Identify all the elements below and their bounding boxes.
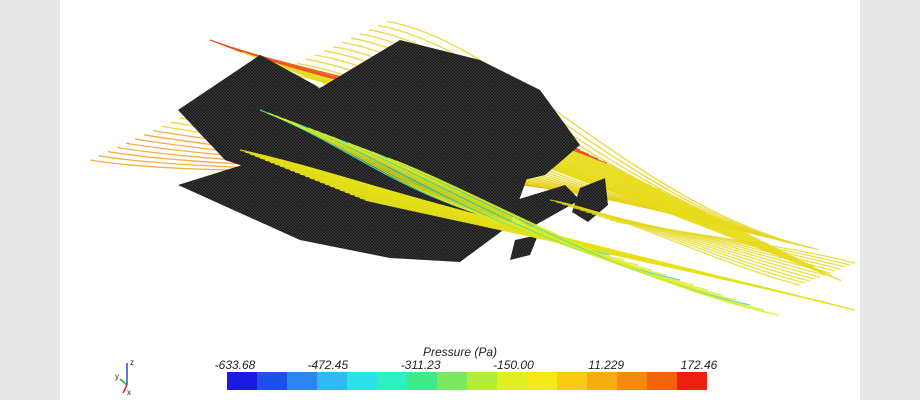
colorbar-swatch <box>677 372 707 390</box>
colorbar-swatch <box>467 372 497 390</box>
colorbar-swatch <box>227 372 257 390</box>
colorbar-tick-label: -633.68 <box>214 358 256 372</box>
colorbar-swatch <box>617 372 647 390</box>
streamline <box>615 221 856 264</box>
streamlines-front <box>239 109 856 316</box>
axis-z-label: z <box>130 358 134 367</box>
streamline <box>609 219 851 266</box>
render-viewport[interactable]: Pressure (Pa) -633.68 -472.45 -311.23 -150.… <box>60 0 860 400</box>
streamline <box>377 24 813 249</box>
streamline <box>597 215 841 270</box>
colorbar-tick-label: 172.46 <box>680 358 718 372</box>
axis-y-label: y <box>115 372 119 381</box>
colorbar-swatch <box>317 372 347 390</box>
colorbar-swatch <box>497 372 527 390</box>
colorbar-swatch <box>647 372 677 390</box>
streamline <box>386 20 819 251</box>
colorbar-swatch <box>287 372 317 390</box>
streamline <box>364 199 856 311</box>
axis-x-label: x <box>127 388 131 395</box>
colorbar-swatch <box>257 372 287 390</box>
colorbar-tick-label: 11.229 <box>588 358 625 372</box>
streamline-scene <box>89 20 856 316</box>
colorbar-tick-label: -150.00 <box>493 358 534 372</box>
colorbar-swatch <box>377 372 407 390</box>
streamline <box>585 211 831 274</box>
colorbar-swatch <box>557 372 587 390</box>
orientation-axes: z y x <box>115 358 134 395</box>
colorbar-title: Pressure (Pa) <box>422 345 498 359</box>
streamline <box>395 160 779 316</box>
colorbar-swatch <box>527 372 557 390</box>
colorbar-tick-label: -472.45 <box>307 358 349 372</box>
colorbar <box>227 372 707 390</box>
streamline <box>591 213 836 272</box>
colorbar-swatch <box>587 372 617 390</box>
colorbar-swatch <box>407 372 437 390</box>
colorbar-tick-label: -311.23 <box>400 358 441 372</box>
streamline <box>603 217 846 268</box>
colorbar-swatch <box>347 372 377 390</box>
colorbar-swatch <box>437 372 467 390</box>
body-mesh <box>178 40 608 262</box>
